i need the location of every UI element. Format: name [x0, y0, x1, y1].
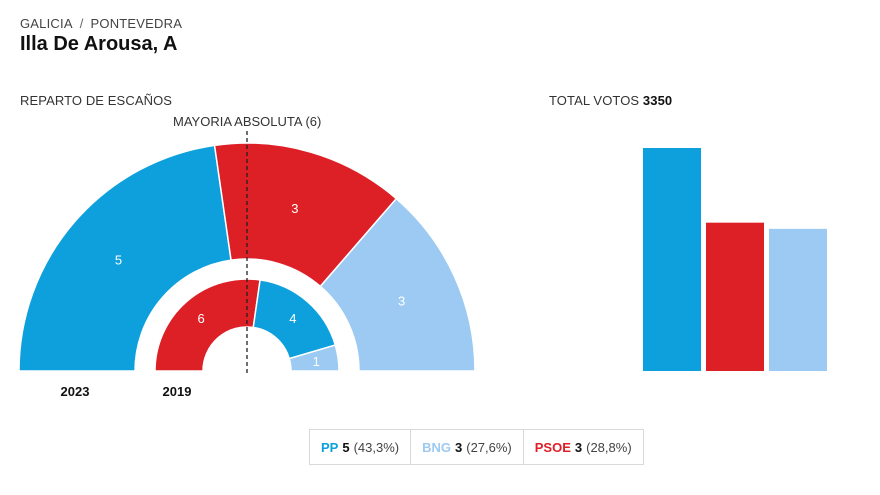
- seat-slice-2023-bng: [319, 197, 476, 372]
- legend-item-bng[interactable]: BNG 3 (27,6%): [410, 430, 523, 464]
- legend-party-bng: BNG: [422, 439, 451, 455]
- page-title: Illa De Arousa, A: [20, 33, 178, 55]
- votes-total: 3350: [642, 93, 673, 108]
- vote-bar-psoe: [706, 222, 764, 371]
- legend-item-psoe[interactable]: PSOE 3 (28,8%): [522, 430, 643, 464]
- seat-label-2023-bng: 3: [398, 293, 405, 308]
- seat-label-2023-pp: 5: [115, 253, 122, 268]
- seat-label-2019-pp: 4: [289, 311, 296, 326]
- seat-slice-2019-psoe: [154, 278, 261, 372]
- vote-bar-bng: [769, 228, 827, 371]
- ring-year-2023: 2023: [61, 384, 90, 399]
- legend-seats-psoe: 3: [574, 439, 583, 455]
- legend-pct-pp: (43,3%): [353, 439, 400, 455]
- legend-seats-pp: 5: [342, 439, 350, 455]
- majority-label: MAYORIA ABSOLUTA (6): [173, 114, 322, 129]
- vote-bar-pp: [643, 148, 701, 371]
- legend-item-pp[interactable]: PP 5 (43,3%): [310, 430, 410, 464]
- legend-party-psoe: PSOE: [534, 439, 571, 455]
- seat-label-2023-psoe: 3: [291, 201, 298, 216]
- breadcrumb-separator: /: [79, 16, 84, 31]
- seat-label-2019-bng: 1: [313, 354, 320, 369]
- breadcrumb-region[interactable]: GALICIA: [20, 16, 73, 31]
- seat-label-2019-psoe: 6: [198, 311, 205, 326]
- breadcrumb: GALICIA / PONTEVEDRA: [20, 16, 182, 31]
- votes-section-label: TOTAL VOTOS 3350: [549, 93, 672, 108]
- seat-slice-2019-bng: [288, 344, 340, 372]
- legend-seats-bng: 3: [455, 439, 463, 455]
- legend-party-pp: PP: [321, 439, 339, 455]
- breadcrumb-province[interactable]: PONTEVEDRA: [90, 16, 183, 31]
- legend-pct-bng: (27,6%): [466, 439, 512, 455]
- legend: PP 5 (43,3%) BNG 3 (27,6%) PSOE 3 (28,8%…: [309, 429, 644, 465]
- seats-section-label: REPARTO DE ESCAÑOS: [20, 93, 173, 108]
- legend-pct-psoe: (28,8%): [586, 439, 632, 455]
- seat-slice-2023-pp: [18, 144, 232, 372]
- ring-year-2019: 2019: [163, 384, 192, 399]
- votes-label-text: TOTAL VOTOS: [549, 93, 640, 108]
